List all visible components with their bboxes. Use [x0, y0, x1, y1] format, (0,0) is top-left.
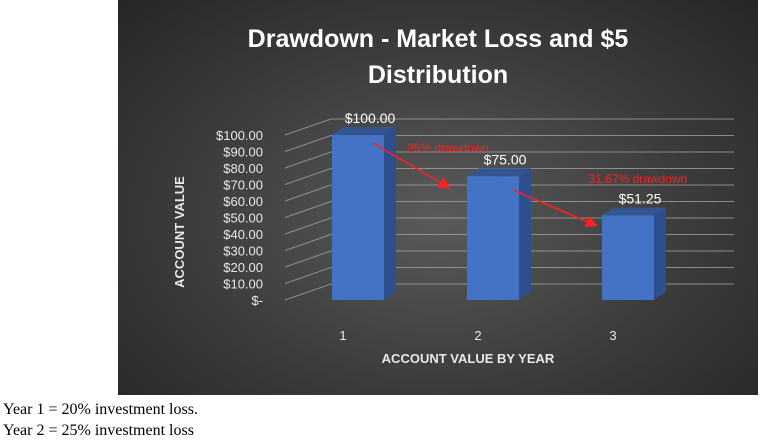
x-tick-label: 1 — [339, 328, 346, 343]
y-tick-label: $100.00 — [216, 128, 263, 143]
gridline-side — [284, 168, 332, 185]
y-tick-label: $80.00 — [223, 161, 263, 176]
bar-side — [654, 207, 666, 300]
chart-title-line-1: Drawdown - Market Loss and $5 — [248, 25, 629, 53]
bar-top — [602, 207, 666, 216]
bar — [602, 215, 654, 300]
annotation-label: 31.67% drawdown — [589, 172, 688, 186]
y-tick-label: $50.00 — [223, 211, 263, 226]
grid-layer — [284, 118, 734, 301]
caption-year-1: Year 1 = 20% investment loss. — [3, 401, 198, 418]
label-layer: $-$10.00$20.00$30.00$40.00$50.00$60.00$7… — [172, 110, 662, 366]
y-tick-label: $90.00 — [223, 145, 263, 160]
y-tick-label: $60.00 — [223, 194, 263, 209]
x-tick-label: 3 — [609, 328, 616, 343]
gridline-side — [284, 217, 332, 235]
x-axis-title: ACCOUNT VALUE BY YEAR — [382, 351, 555, 366]
bar-chart: $-$10.00$20.00$30.00$40.00$50.00$60.00$7… — [172, 25, 734, 366]
x-tick-label: 2 — [474, 328, 481, 343]
bar-top — [467, 168, 531, 177]
y-tick-label: $40.00 — [223, 227, 263, 242]
gridline-side — [284, 283, 332, 301]
bar-top — [332, 127, 396, 135]
annotation-arrow — [372, 142, 451, 189]
y-tick-label: $10.00 — [223, 277, 263, 292]
y-tick-label: $70.00 — [223, 178, 263, 193]
bar-value-label: $51.25 — [619, 190, 662, 206]
caption-year-2: Year 2 = 25% investment loss — [3, 422, 194, 439]
gridline-side — [284, 184, 332, 202]
bar-value-label: $75.00 — [484, 151, 527, 167]
chart-container: $- $10.00 $20.00 $30.00 $40.00 $50.00 $60.00 $7… — [118, 0, 758, 395]
bar-side — [519, 168, 531, 300]
gridline-side — [284, 250, 332, 268]
gridline-side — [284, 201, 332, 218]
bar-side — [384, 127, 396, 300]
y-tick-label: $- — [251, 293, 263, 308]
y-tick-label: $20.00 — [223, 260, 263, 275]
gridline-side — [284, 135, 332, 152]
gridline-side — [284, 118, 332, 136]
gridline-side — [284, 267, 332, 284]
bar — [332, 135, 384, 300]
y-tick-label: $30.00 — [223, 244, 263, 259]
gridline-side — [284, 151, 332, 169]
chart-title-line-2: Distribution — [368, 61, 508, 89]
annotation-layer: 25% drawdown 31.67% drawdown — [372, 141, 688, 227]
annotation-arrow — [512, 189, 598, 227]
bar-value-label: $100.00 — [345, 110, 396, 126]
gridline-side — [284, 234, 332, 251]
annotation-label: 25% drawdown — [407, 141, 489, 155]
y-axis-title: ACCOUNT VALUE — [172, 176, 187, 288]
bar-layer — [332, 127, 666, 300]
bar — [467, 176, 519, 300]
